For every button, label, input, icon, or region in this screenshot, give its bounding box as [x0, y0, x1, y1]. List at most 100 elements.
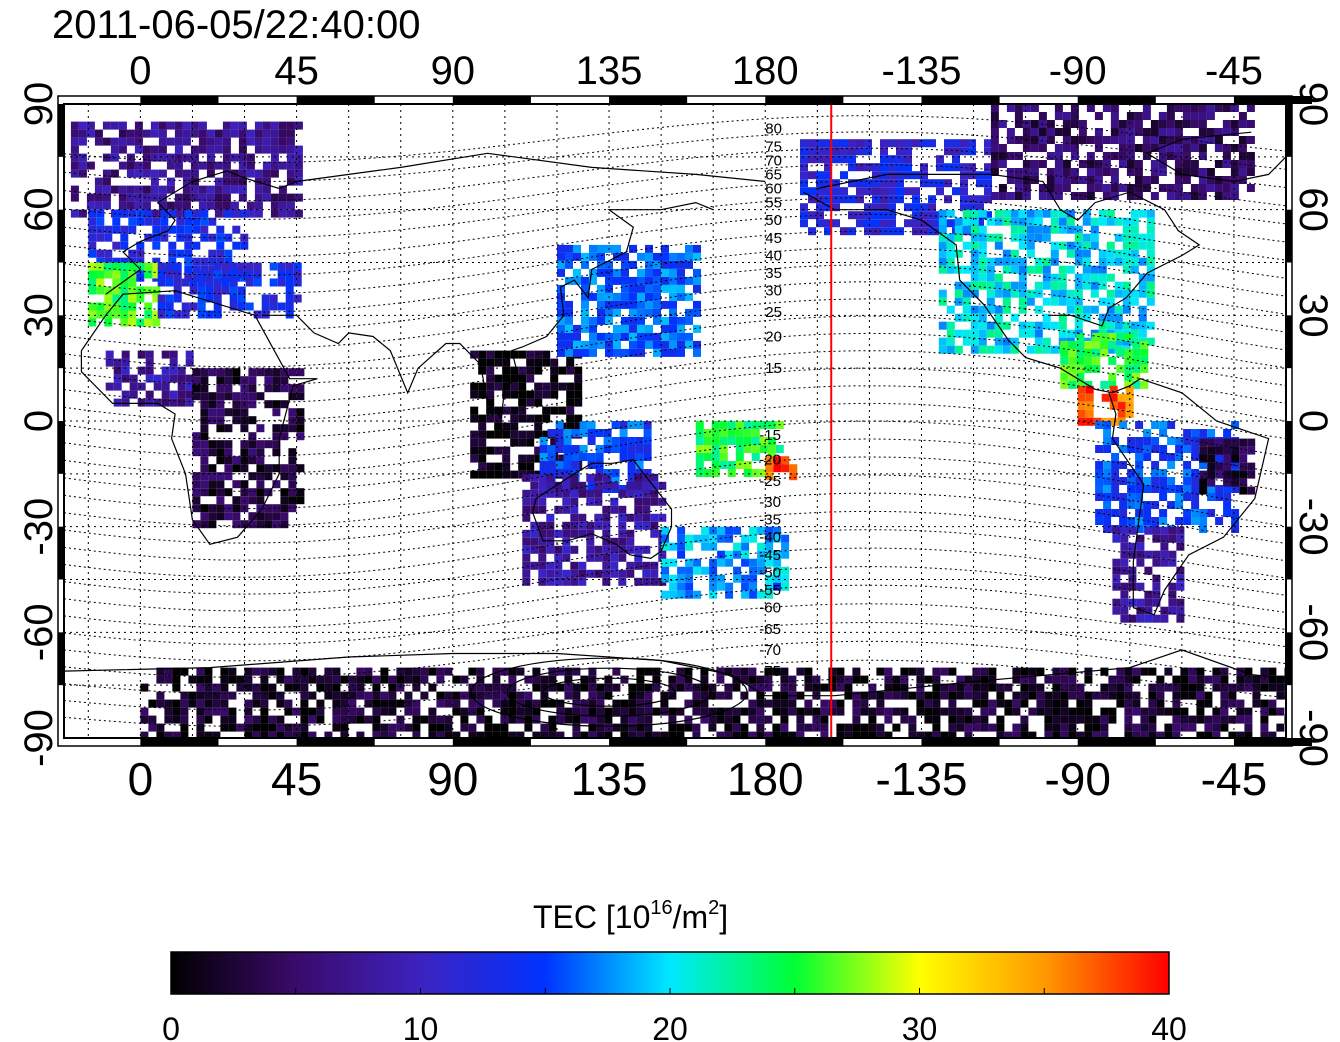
tec-cell: [1231, 485, 1240, 493]
tec-cell: [848, 147, 856, 156]
tec-cell: [1086, 192, 1095, 200]
tec-cell: [220, 691, 229, 700]
tec-cell: [557, 332, 565, 341]
tec-cell: [948, 723, 957, 732]
tec-cell: [308, 731, 317, 738]
tec-cell: [538, 521, 547, 530]
tec-cell: [1074, 321, 1083, 330]
tec-cell: [564, 683, 573, 692]
tec-cell: [908, 691, 917, 700]
tec-cell: [856, 219, 864, 228]
tec-cell: [546, 521, 555, 530]
tec-cell: [240, 392, 249, 401]
tec-cell: [852, 731, 861, 738]
tec-cell: [172, 699, 181, 708]
tec-cell: [571, 429, 580, 437]
tec-cell: [1124, 683, 1133, 692]
tec-cell: [597, 284, 605, 293]
tec-cell: [832, 155, 840, 164]
tec-cell: [581, 276, 589, 285]
tec-cell: [1236, 683, 1245, 692]
tec-cell: [1078, 120, 1087, 128]
tec-cell: [900, 667, 909, 676]
tec-cell: [1207, 454, 1216, 463]
tec-cell: [1138, 281, 1147, 290]
tec-cell: [629, 324, 637, 333]
tec-cell: [1135, 525, 1144, 533]
tec-cell: [832, 179, 840, 188]
tec-cell: [104, 225, 113, 234]
tec-cell: [189, 302, 198, 311]
tec-cell: [1110, 112, 1119, 120]
tec-cell: [1174, 128, 1183, 136]
tec-cell: [652, 731, 661, 738]
tec-cell: [182, 169, 191, 178]
tec-cell: [492, 691, 501, 700]
tec-cell: [232, 368, 241, 377]
tec-cell: [1120, 558, 1129, 567]
tec-cell: [748, 667, 757, 676]
tec-cell: [1159, 517, 1168, 525]
tec-cell: [880, 211, 888, 220]
tec-cell: [222, 161, 231, 170]
tec-cell: [872, 171, 880, 180]
tec-cell: [848, 155, 856, 164]
tec-cell: [165, 294, 174, 303]
tec-cell: [1132, 667, 1141, 676]
tec-cell: [556, 699, 565, 708]
tec-cell: [1076, 731, 1085, 738]
tec-cell: [1199, 525, 1208, 533]
tec-cell: [597, 244, 605, 253]
tec-cell: [284, 699, 293, 708]
tec-cell: [1238, 144, 1247, 152]
tec-cell: [733, 566, 742, 575]
tec-cell: [980, 667, 989, 676]
tec-cell: [1138, 209, 1147, 218]
tec-cell: [578, 529, 587, 538]
tec-cell: [200, 464, 209, 473]
tec-cell: [530, 521, 539, 530]
tec-cell: [538, 537, 547, 546]
tec-cell: [70, 161, 79, 170]
tec-cell: [880, 147, 888, 156]
tec-cell: [182, 129, 191, 138]
tec-cell: [984, 147, 992, 156]
tec-cell: [695, 445, 704, 453]
tec-cell: [168, 257, 177, 266]
tec-cell: [828, 707, 837, 716]
tec-cell: [530, 545, 539, 554]
tec-cell: [169, 390, 178, 399]
tec-cell: [1142, 184, 1151, 192]
tec-cell: [510, 470, 519, 479]
tec-cell: [574, 366, 583, 375]
tec-cell: [1152, 590, 1161, 599]
tec-cell: [534, 422, 543, 431]
tec-cell: [1068, 348, 1077, 357]
tec-cell: [574, 374, 583, 383]
tec-cell: [288, 448, 297, 457]
tec-cell: [1078, 192, 1087, 200]
tec-cell: [204, 731, 213, 738]
tec-cell: [1150, 136, 1159, 144]
tec-cell: [571, 461, 580, 469]
tec-cell: [1148, 715, 1157, 724]
tec-cell: [174, 201, 183, 210]
tec-cell: [229, 278, 238, 287]
tec-cell: [172, 715, 181, 724]
tec-cell: [145, 366, 154, 375]
tec-cell: [626, 545, 635, 554]
tec-cell: [276, 691, 285, 700]
tec-cell: [550, 366, 559, 375]
tec-cell: [756, 683, 765, 692]
tec-cell: [1082, 305, 1091, 314]
tec-cell: [944, 179, 952, 188]
tec-cell: [220, 699, 229, 708]
tec-cell: [960, 147, 968, 156]
tec-cell: [444, 723, 453, 732]
tec-cell: [916, 667, 925, 676]
tec-cell: [129, 390, 138, 399]
tec-cell: [526, 398, 535, 407]
tec-cell: [986, 345, 995, 354]
tec-cell: [1176, 526, 1185, 535]
tec-cell: [808, 147, 816, 156]
